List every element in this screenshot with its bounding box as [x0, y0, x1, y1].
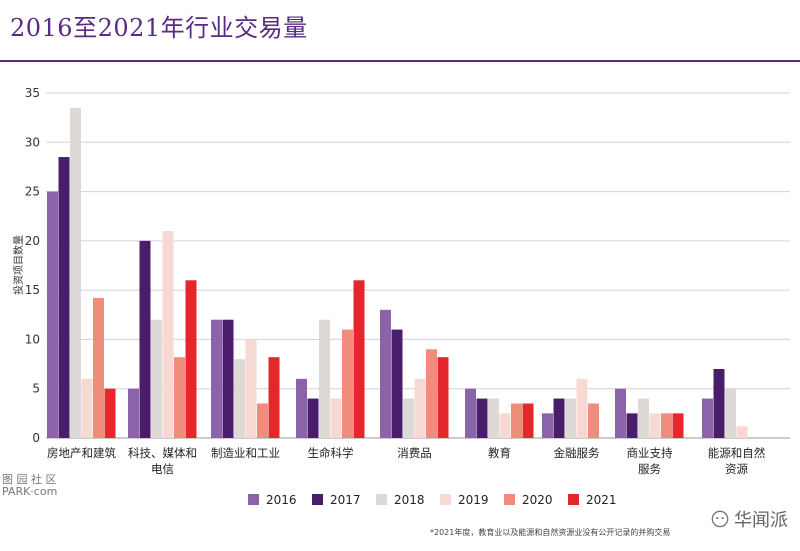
bar [465, 388, 476, 438]
bar [58, 157, 70, 439]
bar [151, 319, 162, 438]
bar [626, 413, 638, 438]
y-tick-label: 30 [25, 135, 40, 149]
bar [162, 231, 174, 438]
bar [70, 107, 81, 439]
bar [542, 413, 553, 438]
y-tick-label: 10 [25, 332, 40, 346]
bar [380, 309, 391, 438]
bar [234, 359, 245, 438]
chart-title: 2016至2021年行业交易量 [10, 14, 308, 42]
legend-label: 2020 [522, 493, 553, 507]
bar [588, 403, 599, 438]
x-tick-label: 房地产和建筑 [47, 446, 116, 460]
y-tick-label: 5 [32, 382, 40, 396]
legend-swatch [312, 494, 323, 505]
x-tick-label: 电信 [151, 462, 174, 476]
x-tick-label: 商业支持 [627, 446, 673, 460]
bar [81, 378, 93, 438]
bar [128, 388, 139, 438]
bar [553, 398, 565, 438]
x-tick-label: 金融服务 [554, 446, 600, 460]
y-tick-label: 15 [25, 283, 40, 297]
legend-label: 2017 [330, 493, 361, 507]
bar [296, 378, 307, 438]
y-tick-label: 0 [32, 431, 40, 445]
y-tick-label: 20 [25, 234, 40, 248]
bar [257, 403, 268, 438]
brand-name: 华闻派 [734, 510, 788, 531]
bar [245, 339, 257, 438]
bar [93, 298, 104, 438]
watermark-line-1: 图 园 社 区 [2, 473, 57, 486]
bar [174, 357, 185, 438]
bar [638, 398, 649, 438]
x-tick-label: 服务 [638, 462, 661, 476]
x-tick-label: 科技、媒体和 [128, 446, 197, 460]
legend-swatch [504, 494, 515, 505]
y-axis-label: 投资项目数量 [12, 235, 25, 295]
bar [414, 378, 426, 438]
bar [47, 191, 58, 438]
legend-swatch [248, 494, 259, 505]
bar [713, 369, 725, 438]
bar [725, 388, 736, 438]
legend-swatch [440, 494, 451, 505]
bar [139, 240, 151, 438]
bar [649, 413, 661, 438]
bar [615, 388, 626, 438]
x-tick-label: 资源 [725, 462, 748, 476]
bar [342, 329, 353, 438]
bar [330, 398, 342, 438]
title-divider [0, 60, 800, 62]
x-tick-label: 生命科学 [308, 446, 354, 460]
bar [353, 280, 365, 438]
legend-label: 2016 [266, 493, 297, 507]
bar [476, 398, 488, 438]
y-tick-label: 35 [25, 86, 40, 100]
watermark-text: 图 园 社 区 PARK·com [2, 474, 57, 498]
bar [576, 378, 588, 438]
footnote: *2021年度，教育业以及能源和自然资源业没有公开记录的并购交易 [430, 528, 671, 537]
legend-label: 2019 [458, 493, 489, 507]
bar [488, 398, 499, 438]
bar [426, 349, 437, 438]
bar [437, 357, 449, 438]
bar [307, 398, 319, 438]
bar [211, 319, 222, 438]
legend-swatch [376, 494, 387, 505]
bar [499, 413, 511, 438]
x-tick-label: 消费品 [397, 446, 432, 460]
bar [661, 413, 672, 438]
y-tick-label: 25 [25, 185, 40, 199]
bar [672, 413, 684, 438]
legend-label: 2018 [394, 493, 425, 507]
bar [511, 403, 522, 438]
wechat-icon [711, 510, 729, 528]
bar [268, 357, 280, 438]
bar [391, 329, 403, 438]
legend-label: 2021 [586, 493, 617, 507]
legend-swatch [568, 494, 579, 505]
bar [522, 403, 534, 438]
brand-mark: 华闻派 [711, 506, 788, 532]
bar [222, 319, 234, 438]
watermark-line-2: PARK·com [2, 485, 58, 498]
bar [319, 319, 330, 438]
x-tick-label: 制造业和工业 [211, 446, 280, 460]
bar [736, 426, 748, 438]
bar [565, 398, 576, 438]
bar [185, 280, 197, 438]
x-tick-label: 能源和自然 [708, 446, 766, 460]
bar [702, 398, 713, 438]
bar [104, 388, 116, 438]
x-tick-label: 教育 [488, 446, 511, 460]
bar [403, 398, 414, 438]
